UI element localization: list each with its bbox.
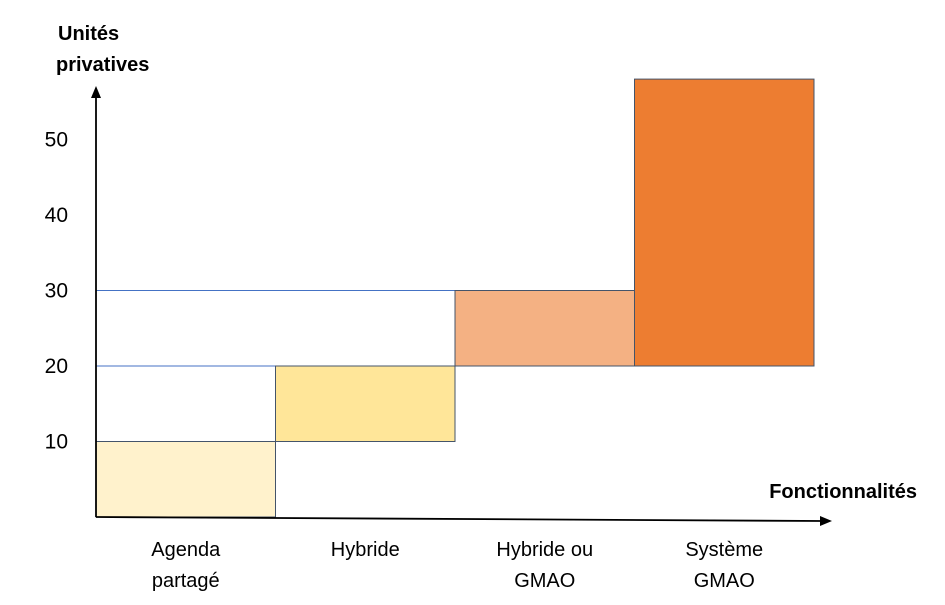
axes: [91, 86, 832, 526]
bar-agenda-partage: [95, 441, 276, 518]
bar-hybride-ou-gmao: [454, 290, 635, 367]
x-axis-arrow-icon: [820, 516, 832, 526]
y-tick-labels: 10 20 30 40 50: [45, 129, 68, 454]
category-label-hybride-line-1: Hybride: [331, 539, 400, 561]
y-tick-label-30: 30: [45, 280, 68, 303]
category-label-hybride-ou-gmao-line-1: Hybride ou: [496, 539, 593, 561]
bar-hybride: [275, 365, 456, 442]
bar-systeme-gmao: [634, 78, 815, 367]
y-tick-label-40: 40: [45, 204, 68, 227]
y-axis-title-line-2: privatives: [56, 54, 149, 76]
x-axis-title: Fonctionnalités: [769, 481, 917, 503]
category-label-systeme-gmao-line-2: GMAO: [694, 570, 755, 592]
x-axis: [95, 516, 823, 522]
y-axis-arrow-icon: [91, 86, 101, 98]
y-tick-label-20: 20: [45, 355, 68, 378]
y-tick-label-10: 10: [45, 431, 68, 454]
y-axis-title-line-1: Unités: [58, 23, 119, 45]
bars: [95, 78, 815, 518]
category-label-agenda-partage-line-1: Agenda: [151, 539, 221, 561]
category-label-systeme-gmao-line-1: Système: [685, 539, 763, 561]
y-tick-label-50: 50: [45, 129, 68, 152]
category-label-agenda-partage-line-2: partagé: [152, 570, 220, 592]
category-label-hybride-ou-gmao-line-2: GMAO: [514, 570, 575, 592]
category-labels: Agenda partagé Hybride Hybride ou GMAO Systèm…: [151, 539, 763, 592]
